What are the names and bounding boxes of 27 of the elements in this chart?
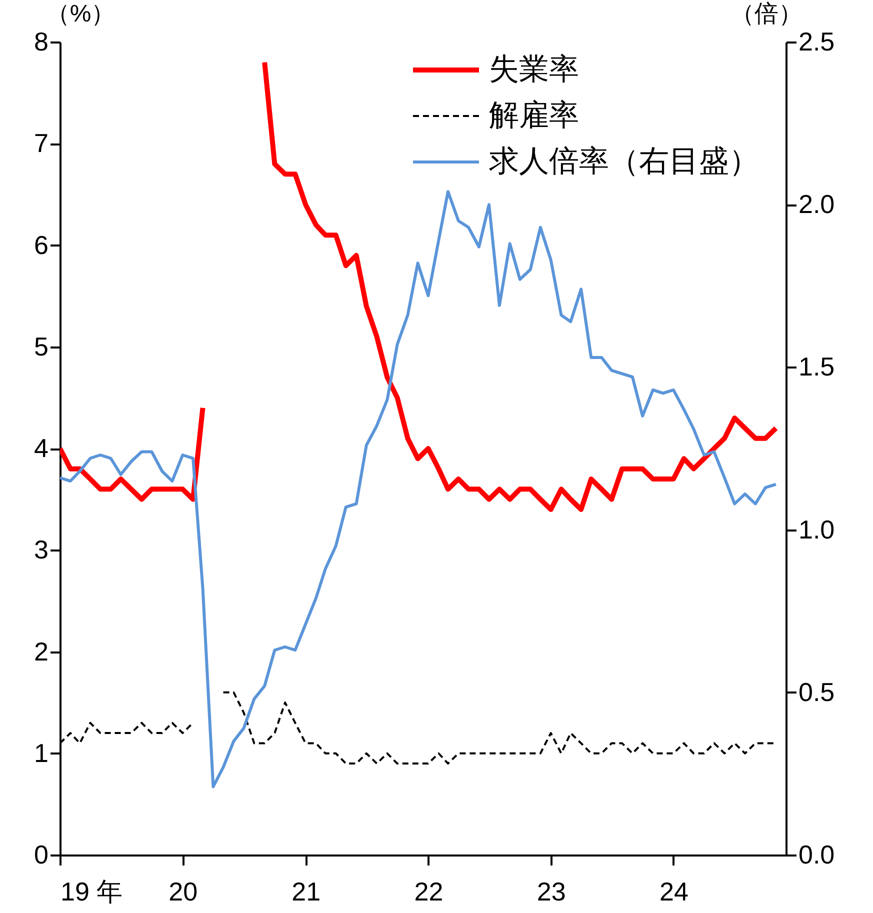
y2-tick-label: 2.0: [798, 189, 835, 220]
y2-tick-label: 0.5: [798, 676, 835, 707]
x-tick-label: 19 年: [60, 876, 123, 906]
legend-label: 求人倍率（右目盛）: [489, 145, 759, 178]
x-tick-label: 20: [168, 876, 198, 906]
y2-tick-label: 0.0: [798, 840, 835, 870]
y2-axis-title: （倍）: [730, 0, 802, 28]
y-tick-label: 4: [34, 433, 48, 463]
y2-tick-label: 1.5: [798, 352, 835, 382]
y-tick-label: 0: [34, 840, 48, 870]
x-tick-label: 23: [536, 876, 566, 906]
y-axis-title: （%）: [46, 0, 116, 28]
y-tick-label: 6: [34, 230, 48, 260]
y2-tick-label: 2.5: [798, 26, 835, 56]
legend-label: 解雇率: [489, 99, 579, 132]
x-tick-label: 22: [414, 876, 444, 906]
y-tick-label: 2: [34, 636, 48, 666]
y-tick-label: 1: [34, 738, 48, 768]
y-tick-label: 8: [34, 26, 48, 56]
y2-tick-label: 1.0: [798, 514, 835, 544]
y-tick-label: 5: [34, 331, 48, 362]
x-tick-label: 21: [292, 876, 321, 906]
line-series: [60, 190, 778, 788]
x-tick-label: 24: [659, 876, 688, 906]
legend-label: 失業率: [489, 53, 579, 86]
y-tick-label: 3: [34, 534, 48, 565]
y-tick-label: 7: [34, 128, 48, 158]
